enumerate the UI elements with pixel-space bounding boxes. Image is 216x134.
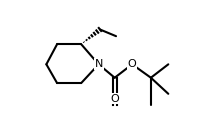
Text: N: N — [94, 59, 103, 69]
Text: O: O — [110, 94, 119, 104]
Text: O: O — [128, 59, 137, 69]
